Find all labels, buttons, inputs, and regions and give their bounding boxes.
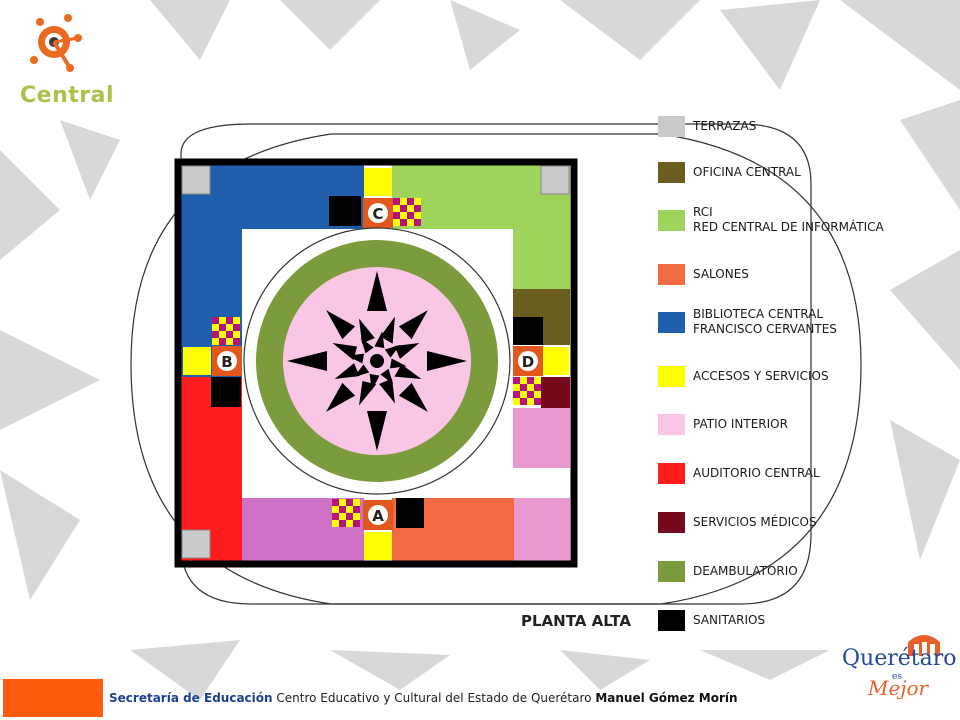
legend-item: TERRAZAS bbox=[658, 112, 756, 140]
legend-label-line: FRANCISCO CERVANTES bbox=[693, 322, 837, 336]
legend-label-line: SANITARIOS bbox=[693, 612, 766, 627]
queretaro-mejor: Mejor bbox=[868, 676, 929, 700]
legend-label: DEAMBULATORIO bbox=[693, 564, 798, 579]
queretaro-logo: Querétaro es Mejor bbox=[838, 632, 956, 702]
queretaro-arch-icon bbox=[908, 635, 940, 656]
legend-label-line: BIBLIOTECA CENTRAL bbox=[693, 307, 824, 321]
legend-label: ACCESOS Y SERVICIOS bbox=[693, 369, 829, 384]
restrooms bbox=[211, 196, 543, 528]
legend-item: SANITARIOS bbox=[658, 606, 765, 634]
legend-label-line: RCI bbox=[693, 205, 713, 219]
floor-plan-panel: C A B D bbox=[121, 104, 884, 640]
patio-star-ornament bbox=[287, 271, 467, 451]
legend-label-line: RED CENTRAL DE INFORMÁTICA bbox=[693, 220, 884, 234]
legend-label-line: SERVICIOS MÉDICOS bbox=[693, 514, 817, 529]
legend-item: ACCESOS Y SERVICIOS bbox=[658, 362, 829, 390]
legend-swatch bbox=[658, 115, 685, 137]
access-letter-b: B bbox=[221, 353, 232, 371]
central-logo-text: Central bbox=[20, 83, 114, 108]
legend-swatch bbox=[658, 609, 685, 631]
legend-swatch bbox=[658, 263, 685, 285]
building-outline bbox=[174, 158, 578, 568]
legend-swatch bbox=[658, 413, 685, 435]
legend-swatch bbox=[658, 462, 685, 484]
legend-item: RCI RED CENTRAL DE INFORMÁTICA bbox=[658, 205, 884, 235]
legend-label-line: TERRAZAS bbox=[693, 118, 757, 133]
patio bbox=[243, 227, 511, 495]
zone-salon-pink-south bbox=[514, 498, 570, 562]
plan-title: PLANTA ALTA bbox=[521, 612, 631, 630]
legend-swatch bbox=[658, 560, 685, 582]
queretaro-es: es bbox=[892, 672, 902, 682]
zone-library-west bbox=[180, 164, 242, 378]
legend-item: SERVICIOS MÉDICOS bbox=[658, 508, 817, 536]
footer-centro: Centro Educativo y Cultural del Estado d… bbox=[272, 691, 596, 705]
legend-item: OFICINA CENTRAL bbox=[658, 158, 801, 186]
terraces bbox=[181, 165, 570, 559]
legend-label: TERRAZAS bbox=[693, 119, 756, 134]
access-badges: C A B D bbox=[212, 198, 543, 530]
legend-label: BIBLIOTECA CENTRAL FRANCISCO CERVANTES bbox=[693, 307, 837, 337]
legend-label: SERVICIOS MÉDICOS bbox=[693, 515, 817, 530]
footer-color-bar bbox=[3, 679, 103, 717]
queretaro-word: Querétaro bbox=[842, 646, 957, 671]
access-letter-c: C bbox=[372, 205, 383, 223]
footer-secretaria: Secretaría de Educación bbox=[109, 691, 273, 705]
access-blocks bbox=[183, 168, 569, 560]
legend-label: RCI RED CENTRAL DE INFORMÁTICA bbox=[693, 205, 884, 235]
legend-label: OFICINA CENTRAL bbox=[693, 165, 801, 180]
legend-item: AUDITORIO CENTRAL bbox=[658, 459, 820, 487]
legend-label: AUDITORIO CENTRAL bbox=[693, 466, 820, 481]
checker-blocks bbox=[212, 198, 541, 527]
legend-item: PATIO INTERIOR bbox=[658, 410, 788, 438]
legend-label-line: AUDITORIO CENTRAL bbox=[693, 465, 820, 480]
legend-label: SANITARIOS bbox=[693, 613, 765, 628]
legend-label-line: DEAMBULATORIO bbox=[693, 563, 798, 578]
footer-manuel: Manuel Gómez Morín bbox=[595, 691, 738, 705]
access-letter-d: D bbox=[522, 353, 534, 371]
legend-label-line: PATIO INTERIOR bbox=[693, 416, 788, 431]
legend-label-line: OFICINA CENTRAL bbox=[693, 164, 801, 179]
legend-label: PATIO INTERIOR bbox=[693, 417, 788, 432]
access-letter-a: A bbox=[372, 507, 384, 525]
legend-label-line: SALONES bbox=[693, 266, 749, 281]
zone-salon-pink-east bbox=[513, 408, 570, 468]
legend-swatch bbox=[658, 161, 685, 183]
floor-plan: C A B D bbox=[130, 123, 862, 605]
legend-swatch bbox=[658, 209, 685, 231]
zone-medical bbox=[541, 377, 570, 408]
legend-item: DEAMBULATORIO bbox=[658, 557, 798, 585]
legend-swatch bbox=[658, 311, 685, 333]
legend-swatch bbox=[658, 365, 685, 387]
central-logo: Central bbox=[8, 8, 113, 108]
central-logo-icon bbox=[30, 14, 82, 72]
footer-credit: Secretaría de Educación Centro Educativo… bbox=[109, 691, 738, 705]
legend-label-line: ACCESOS Y SERVICIOS bbox=[693, 368, 829, 383]
legend-item: SALONES bbox=[658, 260, 749, 288]
legend-item: BIBLIOTECA CENTRAL FRANCISCO CERVANTES bbox=[658, 307, 837, 337]
legend-swatch bbox=[658, 511, 685, 533]
legend-label: SALONES bbox=[693, 267, 749, 282]
